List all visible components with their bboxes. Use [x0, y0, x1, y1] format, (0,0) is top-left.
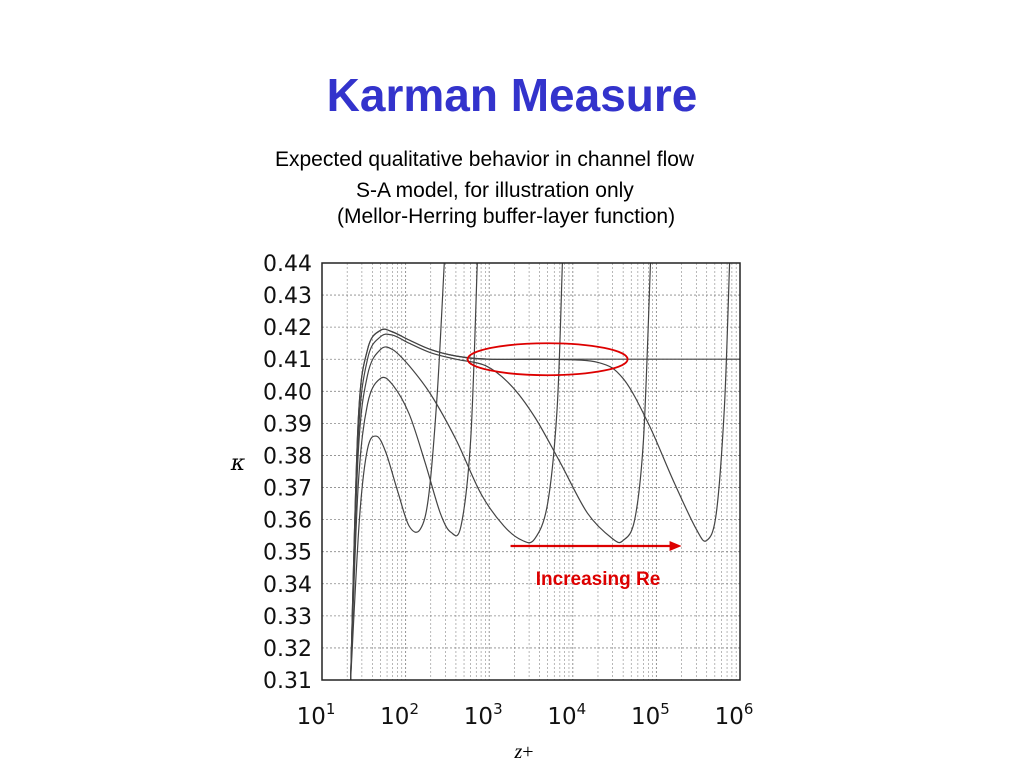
- x-tick-label: 101: [297, 700, 336, 730]
- annotation-layer: Increasing Re: [466, 342, 682, 590]
- subtitle-line-1: Expected qualitative behavior in channel…: [275, 148, 695, 171]
- y-axis-label: κ: [230, 451, 246, 476]
- y-tick-label: 0.31: [263, 669, 312, 694]
- x-tick-label: 106: [715, 700, 754, 730]
- y-tick-label: 0.32: [263, 637, 312, 662]
- y-tick-label: 0.38: [263, 444, 312, 469]
- subtitle-line-3: (Mellor-Herring buffer-layer function): [337, 205, 676, 228]
- arrow-head: [669, 541, 682, 551]
- series-line: [350, 263, 478, 680]
- grid-layer: [321, 262, 740, 681]
- subtitle-line-2: S-A model, for illustration only: [356, 179, 634, 202]
- y-tick-label: 0.36: [263, 509, 312, 534]
- y-tick-label: 0.40: [263, 380, 312, 405]
- y-tick-label: 0.43: [263, 284, 312, 309]
- slide-title: Karman Measure: [326, 69, 698, 121]
- series-line: [350, 263, 652, 680]
- y-tick-label: 0.34: [263, 573, 312, 598]
- plot-frame: [321, 262, 741, 681]
- x-tick-label: 104: [547, 700, 586, 730]
- x-axis-label: z+: [513, 741, 533, 763]
- y-tick-label: 0.41: [263, 348, 312, 373]
- y-tick-label: 0.33: [263, 605, 312, 630]
- increasing-re-label: Increasing Re: [536, 569, 661, 590]
- y-tick-label: 0.42: [263, 316, 312, 341]
- x-tick-label: 103: [464, 700, 503, 730]
- highlight-ellipse: [466, 342, 629, 377]
- x-tick-label: 102: [380, 700, 419, 730]
- y-tick-label: 0.35: [263, 541, 312, 566]
- y-tick-label: 0.39: [263, 412, 312, 437]
- y-tick-label: 0.37: [263, 477, 312, 502]
- series-line: [350, 328, 740, 680]
- y-tick-label: 0.44: [263, 252, 312, 277]
- series-line: [350, 263, 445, 680]
- x-tick-labels: 101 102 103 104 105 106: [297, 700, 754, 730]
- y-tick-labels: 0.31 0.32 0.33 0.34 0.35 0.36 0.37 0.38 0.39 0.40…: [263, 252, 312, 694]
- series-line: [350, 263, 731, 680]
- series-line: [350, 263, 563, 680]
- x-tick-label: 105: [631, 700, 670, 730]
